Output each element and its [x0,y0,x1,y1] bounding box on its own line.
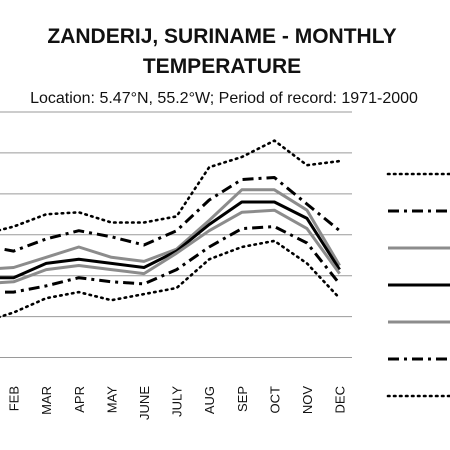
legend [386,172,450,398]
series-lines [0,139,341,319]
x-tick-label: AUG [202,386,217,414]
series-line-4 [0,200,341,280]
series-line-5 [0,208,341,285]
x-tick-label: OCT [267,386,282,414]
chart-title-line2: TEMPERATURE [143,55,301,78]
series-line-1 [0,139,341,232]
x-tick-label: JULY [170,386,185,417]
x-tick-label: MAY [104,386,119,414]
series-line-7 [0,239,341,319]
series-line-6 [0,225,341,294]
x-tick-label: SEP [235,386,250,412]
series-line-3 [0,188,341,270]
x-tick-label: JUNE [137,386,152,420]
x-tick-label: APR [72,386,87,413]
series-line-2 [0,176,341,253]
chart-title-line1: ZANDERIJ, SURINAME - MONTHLY [47,25,396,48]
x-tick-label: MAR [39,386,54,415]
x-tick-label: FEB [7,386,22,411]
chart-subtitle: Location: 5.47°N, 55.2°W; Period of reco… [30,90,418,107]
x-tick-label: DEC [333,386,348,413]
x-tick-label: NOV [300,386,315,415]
x-axis-tick-labels: JANFEBMARAPRMAYJUNEJULYAUGSEPOCTNOVDEC [7,386,348,420]
